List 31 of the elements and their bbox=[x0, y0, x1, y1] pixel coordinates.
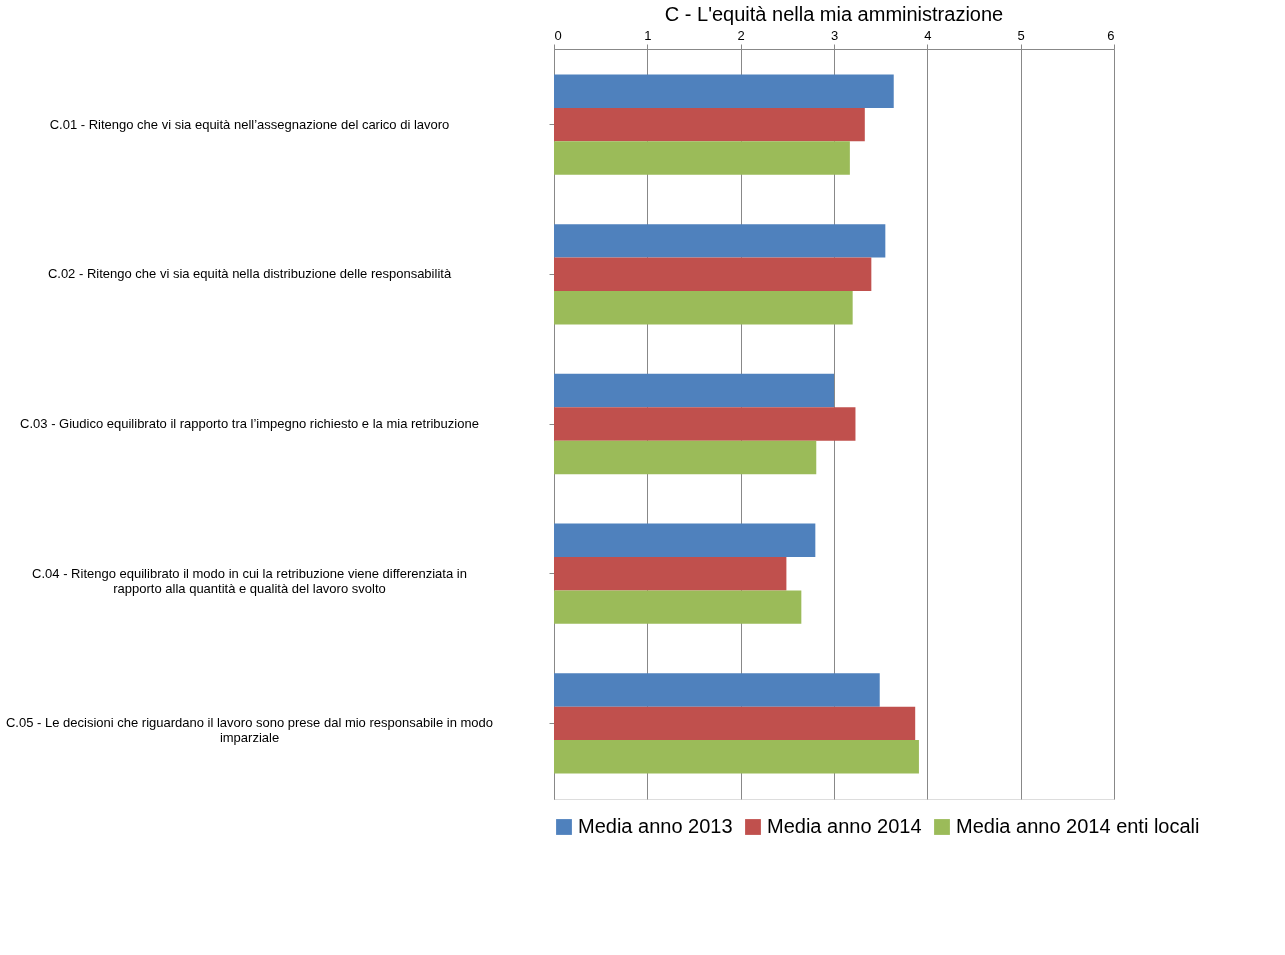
x-tick-label: 4 bbox=[924, 27, 932, 43]
legend-label: Media anno 2013 bbox=[578, 815, 733, 837]
y-tick-label: C.05 - Le decisioni che riguardano il lavoro sono prese dal mio responsabile in modo imparziale bbox=[5, 715, 494, 746]
x-tick-label: 0 bbox=[554, 27, 562, 43]
bar bbox=[554, 706, 916, 741]
x-tick-label: 1 bbox=[644, 27, 652, 43]
bar bbox=[554, 523, 816, 557]
y-tick-label: C.03 - Giudico equilibrato il rapporto tra l’impegno richiesto e la mia retribuzione bbox=[20, 416, 479, 431]
legend-label: Media anno 2014 enti locali bbox=[956, 815, 1200, 837]
y-tick-label: C.04 - Ritengo equilibrato il modo in cui la retribuzione viene differenziata in rapporto alla quantità e qualità del lavoro svolto bbox=[32, 565, 467, 596]
bar bbox=[554, 590, 802, 624]
bar bbox=[554, 673, 880, 707]
y-tick-label: C.02 - Ritengo che vi sia equità nella distribuzione delle responsabilità bbox=[47, 266, 452, 282]
bar bbox=[554, 257, 872, 292]
legend-label: Media anno 2014 bbox=[767, 815, 922, 837]
bar bbox=[554, 740, 919, 774]
bar bbox=[554, 407, 856, 441]
bar bbox=[554, 141, 850, 175]
bar bbox=[554, 373, 834, 408]
x-tick-label: 3 bbox=[830, 27, 839, 43]
bar bbox=[554, 556, 787, 591]
y-tick-label: C.01 - Ritengo che vi sia equità nell’assegnazione del carico di lavoro bbox=[49, 116, 450, 132]
bar bbox=[554, 440, 817, 475]
chart-title: C - L'equità nella mia amministrazione bbox=[664, 3, 1004, 25]
bar bbox=[554, 74, 894, 108]
bar bbox=[554, 107, 865, 142]
x-tick-label: 6 bbox=[1107, 27, 1115, 43]
bar bbox=[554, 224, 886, 258]
x-tick-label: 5 bbox=[1017, 27, 1025, 43]
bar bbox=[554, 291, 853, 325]
x-tick-label: 2 bbox=[737, 27, 745, 43]
